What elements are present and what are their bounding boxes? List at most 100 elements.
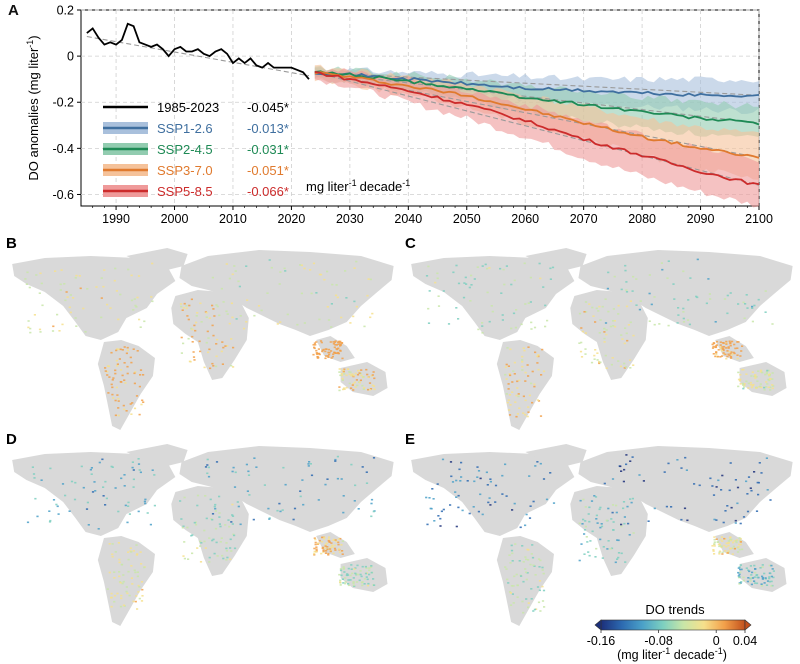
trend-pixel — [727, 544, 730, 547]
trend-pixel — [768, 379, 771, 382]
legend: 1985-2023 -0.045*SSP1-2.6 -0.013*SSP2-4.5-… — [103, 100, 289, 199]
trend-pixel — [729, 352, 732, 355]
trend-pixel — [746, 510, 750, 513]
trend-pixel — [588, 506, 591, 509]
trend-pixel — [284, 483, 287, 486]
trend-pixel — [533, 565, 536, 567]
trend-pixel — [357, 573, 360, 576]
trend-pixel — [624, 366, 627, 368]
trend-pixel — [351, 373, 354, 376]
trend-pixel — [124, 504, 127, 507]
trend-pixel — [525, 513, 528, 516]
trend-pixel — [114, 551, 117, 553]
trend-pixel — [220, 287, 223, 290]
trend-pixel — [108, 571, 111, 574]
trend-pixel — [733, 343, 736, 346]
trend-pixel — [538, 589, 541, 592]
trend-pixel — [763, 386, 766, 389]
trend-pixel — [766, 383, 769, 385]
trend-pixel — [354, 386, 357, 388]
trend-pixel — [514, 543, 517, 545]
trend-pixel — [596, 522, 599, 524]
trend-pixel — [737, 341, 740, 343]
trend-pixel — [769, 386, 772, 389]
trend-pixel — [583, 529, 587, 531]
trend-pixel — [481, 265, 484, 267]
trend-pixel — [750, 574, 753, 576]
trend-pixel — [314, 541, 317, 544]
trend-pixel — [105, 497, 108, 500]
trend-pixel — [588, 303, 591, 305]
trend-pixel — [680, 467, 683, 469]
x-tick-label: 2070 — [570, 212, 598, 226]
trend-pixel — [333, 538, 336, 541]
trend-pixel — [676, 459, 679, 461]
trend-pixel — [739, 383, 742, 385]
land-mass — [171, 486, 249, 576]
x-tick-label: 2060 — [511, 212, 539, 226]
trend-pixel — [549, 472, 552, 474]
trend-unit-sup: -1 — [349, 178, 357, 188]
trend-pixel — [455, 479, 458, 482]
trend-pixel — [132, 348, 135, 350]
trend-pixel — [326, 478, 329, 480]
trend-pixel — [339, 350, 342, 352]
trend-pixel — [756, 574, 759, 576]
trend-pixel — [583, 533, 586, 535]
trend-pixel — [607, 540, 610, 542]
trend-pixel — [542, 286, 545, 288]
trend-pixel — [737, 378, 741, 381]
trend-pixel — [117, 318, 120, 321]
trend-pixel — [472, 506, 475, 508]
trend-pixel — [623, 516, 626, 518]
trend-pixel — [610, 518, 613, 520]
trend-pixel — [579, 350, 583, 353]
trend-pixel — [138, 318, 141, 321]
trend-pixel — [122, 574, 125, 576]
trend-pixel — [500, 292, 503, 294]
trend-pixel — [464, 276, 467, 279]
trend-pixel — [215, 304, 218, 306]
trend-pixel — [334, 539, 337, 541]
trend-pixel — [180, 352, 183, 354]
trend-pixel — [216, 338, 219, 341]
trend-pixel — [91, 491, 95, 493]
trend-pixel — [133, 407, 137, 410]
trend-pixel — [140, 600, 144, 602]
trend-pixel — [209, 367, 212, 370]
trend-pixel — [514, 401, 517, 403]
trend-pixel — [324, 357, 327, 360]
trend-pixel — [231, 515, 235, 517]
trend-pixel — [536, 586, 540, 588]
trend-pixel — [29, 327, 32, 330]
trend-pixel — [112, 377, 115, 379]
trend-pixel — [584, 525, 587, 528]
trend-pixel — [522, 395, 525, 398]
trend-pixel — [489, 480, 492, 483]
trend-pixel — [536, 399, 539, 401]
trend-pixel — [521, 545, 524, 547]
trend-pixel — [327, 356, 330, 358]
trend-pixel — [725, 343, 728, 345]
trend-pixel — [759, 371, 763, 373]
trend-pixel — [490, 305, 493, 307]
trend-pixel — [214, 510, 217, 512]
trend-pixel — [530, 321, 533, 324]
trend-pixel — [238, 285, 241, 288]
land-mass — [183, 458, 208, 472]
trend-pixel — [601, 557, 604, 559]
trend-pixel — [501, 474, 504, 477]
trend-pixel — [337, 347, 340, 350]
trend-pixel — [107, 392, 110, 394]
trend-pixel — [72, 297, 75, 299]
trend-pixel — [716, 355, 720, 358]
trend-pixel — [509, 562, 512, 564]
trend-pixel — [368, 569, 371, 572]
trend-pixel — [360, 581, 363, 584]
trend-pixel — [524, 568, 527, 570]
trend-pixel — [628, 534, 631, 536]
trend-pixel — [512, 585, 515, 587]
trend-pixel — [591, 530, 594, 533]
colorbar-unit-mid: decade — [670, 648, 715, 662]
trend-pixel — [733, 547, 736, 550]
